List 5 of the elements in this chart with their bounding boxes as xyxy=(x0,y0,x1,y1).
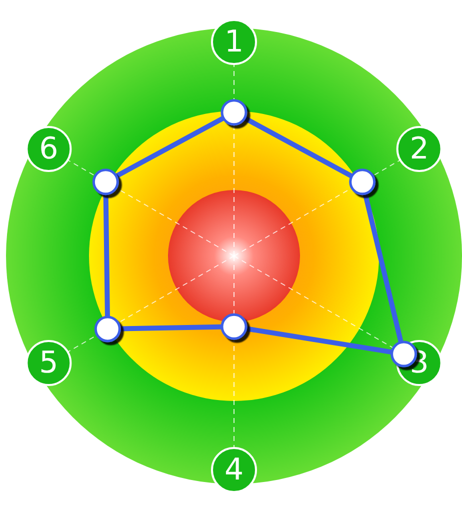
spoke-label: 5 xyxy=(39,346,58,380)
spoke-label: 2 xyxy=(410,132,429,166)
spoke-label: 1 xyxy=(224,24,244,60)
spoke-label: 6 xyxy=(39,132,58,166)
spoke-label: 4 xyxy=(224,452,244,488)
